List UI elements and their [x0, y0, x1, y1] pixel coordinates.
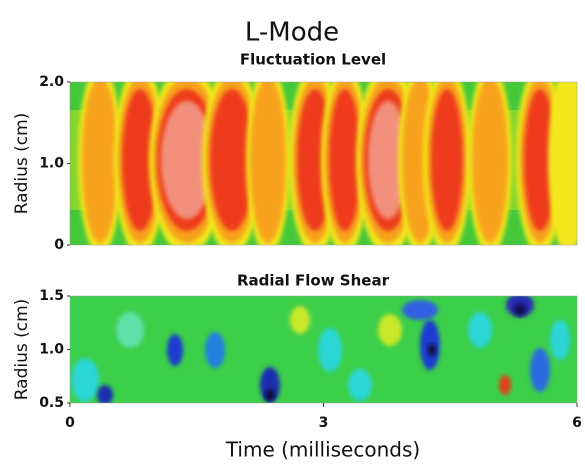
x-tick-label: 3 — [319, 415, 329, 431]
contour-blob — [402, 300, 438, 320]
contour-blob — [329, 89, 361, 231]
x-tick-label: 0 — [65, 415, 75, 431]
plot-subtitle: Radial Flow Shear — [237, 272, 390, 290]
x-tick-label: 6 — [572, 415, 582, 431]
y-tick-label: 0.5 — [39, 395, 64, 411]
contour-blob — [524, 89, 556, 231]
contour-blob — [428, 344, 436, 356]
contour-blob — [250, 82, 286, 243]
contour-blob — [260, 367, 280, 403]
contour-blob — [431, 89, 463, 231]
contour-blob — [97, 385, 113, 403]
y-tick-label: 1.5 — [39, 288, 64, 304]
plot-shear: Radial Flow Shear Radius (cm) 0.5 1.0 1.5 0 3 6… — [12, 272, 582, 462]
y-tick-label: 1.0 — [39, 156, 64, 172]
contour-blob — [265, 389, 275, 401]
contour-blob — [290, 306, 310, 334]
contour-blob — [71, 358, 99, 402]
figure-title: L-Mode — [245, 18, 339, 48]
contour-blob — [548, 82, 577, 245]
contour-blob — [167, 334, 183, 366]
x-axis-label: Time (milliseconds) — [225, 438, 420, 462]
plot-subtitle: Fluctuation Level — [240, 51, 386, 69]
contour-blob — [161, 101, 213, 219]
contour-field — [70, 296, 577, 403]
plot-fluctuation: Fluctuation Level Radius (cm) 0 1.0 2.0 — [12, 51, 578, 253]
contour-blob — [378, 314, 402, 346]
contour-blob — [499, 375, 511, 395]
y-tick-label: 0 — [54, 237, 64, 253]
y-tick-label: 2.0 — [39, 74, 64, 90]
contour-blob — [205, 332, 225, 368]
contour-blob — [368, 101, 408, 219]
contour-blob — [210, 89, 254, 231]
y-axis-label: Radius (cm) — [12, 113, 32, 215]
contour-blob — [550, 320, 570, 360]
y-axis-label: Radius (cm) — [12, 299, 32, 401]
contour-blob — [82, 82, 118, 243]
contour-blob — [468, 312, 492, 348]
contour-blob — [318, 328, 342, 372]
contour-blob — [472, 82, 508, 243]
contour-field — [70, 82, 577, 245]
contour-blob — [122, 89, 158, 231]
contour-blob — [530, 348, 550, 392]
contour-blob — [348, 369, 372, 401]
contour-blob — [514, 304, 526, 316]
y-tick-label: 1.0 — [39, 342, 64, 358]
contour-blob — [116, 312, 144, 348]
